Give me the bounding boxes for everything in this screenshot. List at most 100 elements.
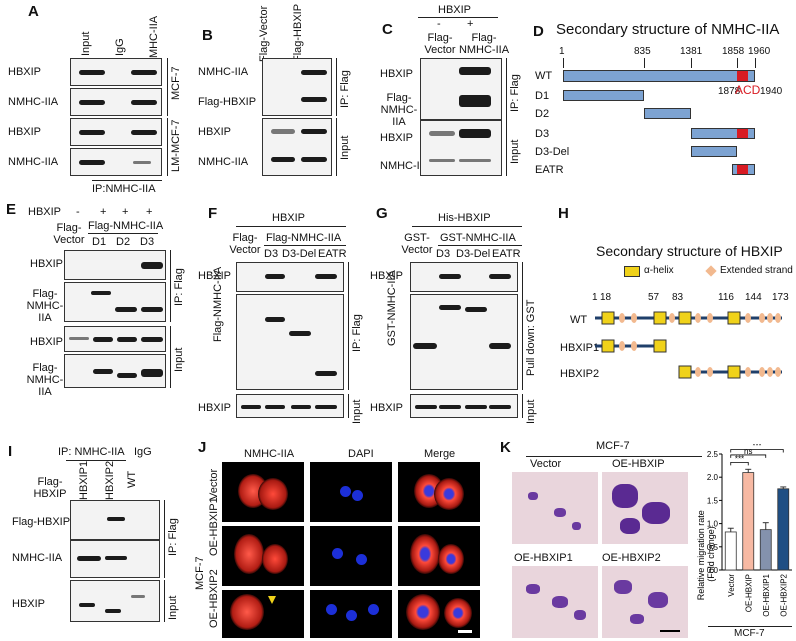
a-bracket-mcf7: [167, 58, 168, 116]
c-row-1: HBXIP: [380, 68, 414, 80]
e-group: Flag-NMHC-IIA: [88, 220, 164, 232]
j-scale-bar: [458, 630, 472, 633]
k-sig-bracket: [730, 461, 749, 466]
g-header-line: [412, 226, 522, 227]
e-label-input: Input: [173, 347, 185, 372]
d-row-d2: D2: [535, 108, 550, 120]
d-pos-1878: 1878: [718, 86, 741, 97]
panel-label-f: F: [208, 205, 218, 222]
b-label-input: Input: [339, 135, 351, 160]
k-ylabel: Relative migration rate (Fold change): [696, 508, 716, 601]
k-header: MCF-7: [596, 440, 630, 452]
j-row-hbxip2: OE-HBXIP2: [208, 569, 220, 628]
g-row-3: HBXIP: [370, 402, 404, 414]
k-img-vector: [512, 472, 598, 544]
j-img-vector-dapi: [310, 462, 392, 522]
k-ylabel-line1: Relative migration rate: [696, 510, 706, 600]
k-ytick-label: 2.0: [707, 473, 719, 482]
b-bracket-input: [336, 118, 337, 176]
b-row-4: NMHC-IIA: [198, 156, 249, 168]
j-col-merge: Merge: [424, 448, 456, 460]
g-group-line: [438, 245, 522, 246]
k-sig-label: ***: [735, 454, 744, 463]
j-col-nmhc: NMHC-IIA: [244, 448, 295, 460]
e-label-ip: IP: Flag: [173, 268, 185, 306]
e-sign-1: -: [76, 206, 80, 218]
i-igg: IgG: [134, 446, 152, 458]
k-ytick-label: 0.5: [707, 543, 719, 552]
j-img-hbxip2-nmhc: [222, 590, 304, 638]
i-label-input: Input: [167, 595, 179, 620]
d-pos-1960: 1960: [748, 46, 771, 57]
k-bar: [777, 488, 790, 571]
d-acd-label: ACD: [735, 83, 761, 97]
b-row-3: HBXIP: [198, 126, 232, 138]
g-col-d3del: D3-Del: [456, 248, 491, 260]
i-col-hbxip1: HBXIP1: [78, 460, 90, 500]
k-img-label-vector: Vector: [530, 458, 562, 470]
panel-label-e: E: [6, 201, 17, 218]
h-row-hbxip2: HBXIP2: [560, 368, 600, 380]
panel-label-c: C: [382, 21, 393, 38]
b-col-hbxip: Flag-HBXIP: [292, 3, 304, 62]
a-ip-line: [92, 180, 162, 181]
k-sig-label: ns: [744, 447, 752, 456]
d-tick-1381: [691, 58, 692, 68]
h-pos-18: 18: [600, 292, 612, 303]
k-header-line: [526, 456, 702, 457]
i-col-wt: WT: [126, 470, 138, 488]
h-pos-144: 144: [745, 292, 762, 303]
i-row-2: NMHC-IIA: [12, 552, 63, 564]
h-pos-116: 116: [718, 292, 734, 303]
a-label-mcf7: MCF-7: [170, 66, 182, 100]
panel-label-j: J: [198, 439, 207, 456]
c-col-vector: Flag-Vector: [424, 32, 456, 56]
a-blot-1: [70, 58, 162, 86]
d-acd-d3: [737, 129, 748, 138]
e-sign-4: +: [146, 206, 153, 218]
a-blot-4: [70, 148, 162, 176]
c-col-nmhc: Flag-NMHC-IIA: [458, 32, 510, 56]
e-row-2: Flag-NMHC-IIA: [26, 288, 64, 324]
k-xtick-label: OE-HBXIP: [744, 574, 753, 612]
b-row-2: Flag-HBXIP: [198, 96, 257, 108]
b-label-ip: IP: Flag: [339, 70, 351, 108]
h-pos-1: 1: [592, 292, 598, 303]
i-ip-line: [66, 460, 126, 461]
h-title: Secondary structure of HBXIP: [596, 243, 783, 259]
j-row-hbxip1: OE-HBXIP1: [208, 497, 220, 556]
a-bracket-lm: [167, 118, 168, 176]
i-bracket-ip: [164, 500, 165, 578]
i-row-1: Flag-HBXIP: [12, 516, 71, 528]
g-label-pull: Pull down: GST: [525, 299, 537, 376]
k-ytick-label: 2.5: [707, 450, 719, 459]
e-col-d2: D2: [116, 236, 131, 248]
d-pos-1858: 1858: [722, 46, 745, 57]
d-row-d3: D3: [535, 128, 550, 140]
g-row-2: GST-NMHC-IIA: [386, 270, 398, 346]
i-blot-2: [70, 540, 160, 578]
panel-label-k: K: [500, 439, 511, 456]
k-bar: [759, 529, 772, 571]
e-group-line: [88, 233, 158, 234]
d-pos-1: 1: [559, 46, 565, 57]
c-blot-ip: [420, 58, 502, 120]
k-img-label-oehbxip1: OE-HBXIP1: [514, 552, 573, 564]
f-header-line: [236, 226, 346, 227]
f-col-d3del: D3-Del: [282, 248, 317, 260]
d-tick-1858: [737, 58, 738, 68]
a-row-hbxip-2: HBXIP: [8, 126, 42, 138]
i-blot-1: [70, 500, 160, 540]
c-row-3: HBXIP: [380, 132, 414, 144]
c-header: HBXIP: [438, 4, 472, 16]
c-minus: -: [437, 18, 441, 30]
d-acd-eatr: [737, 165, 748, 174]
c-row-4: NMHC-IIA: [380, 160, 431, 172]
e-blot-1: [64, 250, 166, 280]
e-sign-2: +: [100, 206, 107, 218]
j-img-hbxip2-merge: [398, 590, 480, 638]
a-row-hbxip-1: HBXIP: [8, 66, 42, 78]
e-row-3: HBXIP: [30, 336, 64, 348]
f-label-ip: IP: Flag: [351, 314, 363, 352]
c-label-input: Input: [509, 139, 521, 164]
